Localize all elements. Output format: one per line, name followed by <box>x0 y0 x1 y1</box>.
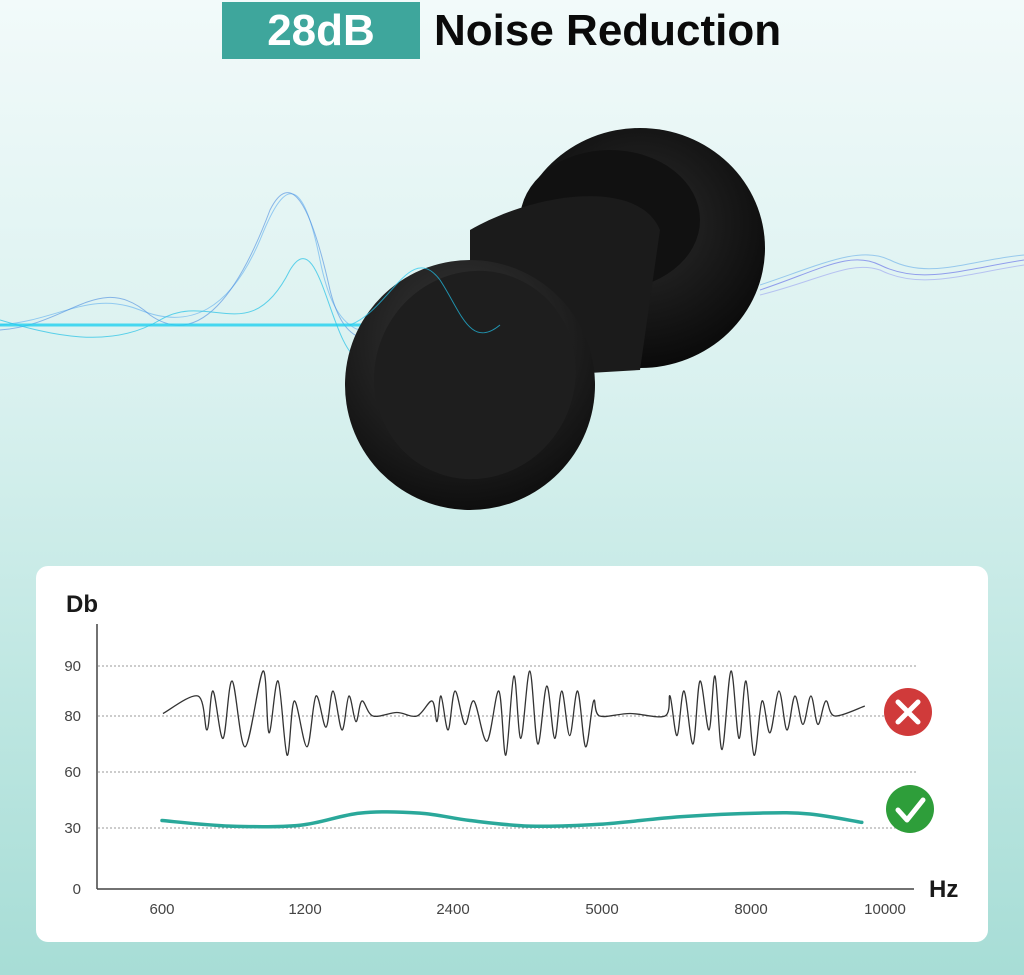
page-title: Noise Reduction <box>434 6 782 55</box>
y-tick-label: 90 <box>64 658 81 675</box>
close-x-circle-icon <box>884 688 932 736</box>
x-tick-label: 1200 <box>288 901 321 918</box>
x-tick-label: 8000 <box>734 901 767 918</box>
y-tick-label: 80 <box>64 708 81 725</box>
x-tick-label: 10000 <box>864 901 906 918</box>
series-unprotected-line <box>162 670 866 756</box>
sound-wave-right <box>349 254 1024 334</box>
earplug-illustration <box>0 128 1024 510</box>
x-axis-title: Hz <box>929 876 958 903</box>
y-tick-label: 0 <box>73 881 81 898</box>
x-tick-label: 2400 <box>436 901 469 918</box>
y-tick-label: 30 <box>64 820 81 837</box>
chart-card: Db Hz 0 30 60 80 90 600 1200 2400 5000 8000 10000 <box>36 566 988 942</box>
y-tick-label: 60 <box>64 764 81 781</box>
x-tick-label: 5000 <box>585 901 618 918</box>
noise-reduction-badge: 28dB <box>222 2 420 59</box>
x-tick-label: 600 <box>149 901 174 918</box>
checkmark-circle-icon <box>886 785 934 833</box>
y-axis-title: Db <box>66 591 98 618</box>
noise-chart: Db Hz 0 30 60 80 90 600 1200 2400 5000 8000 10000 <box>64 591 958 918</box>
earplug <box>345 128 765 510</box>
series-with-earplugs-line <box>160 810 864 829</box>
